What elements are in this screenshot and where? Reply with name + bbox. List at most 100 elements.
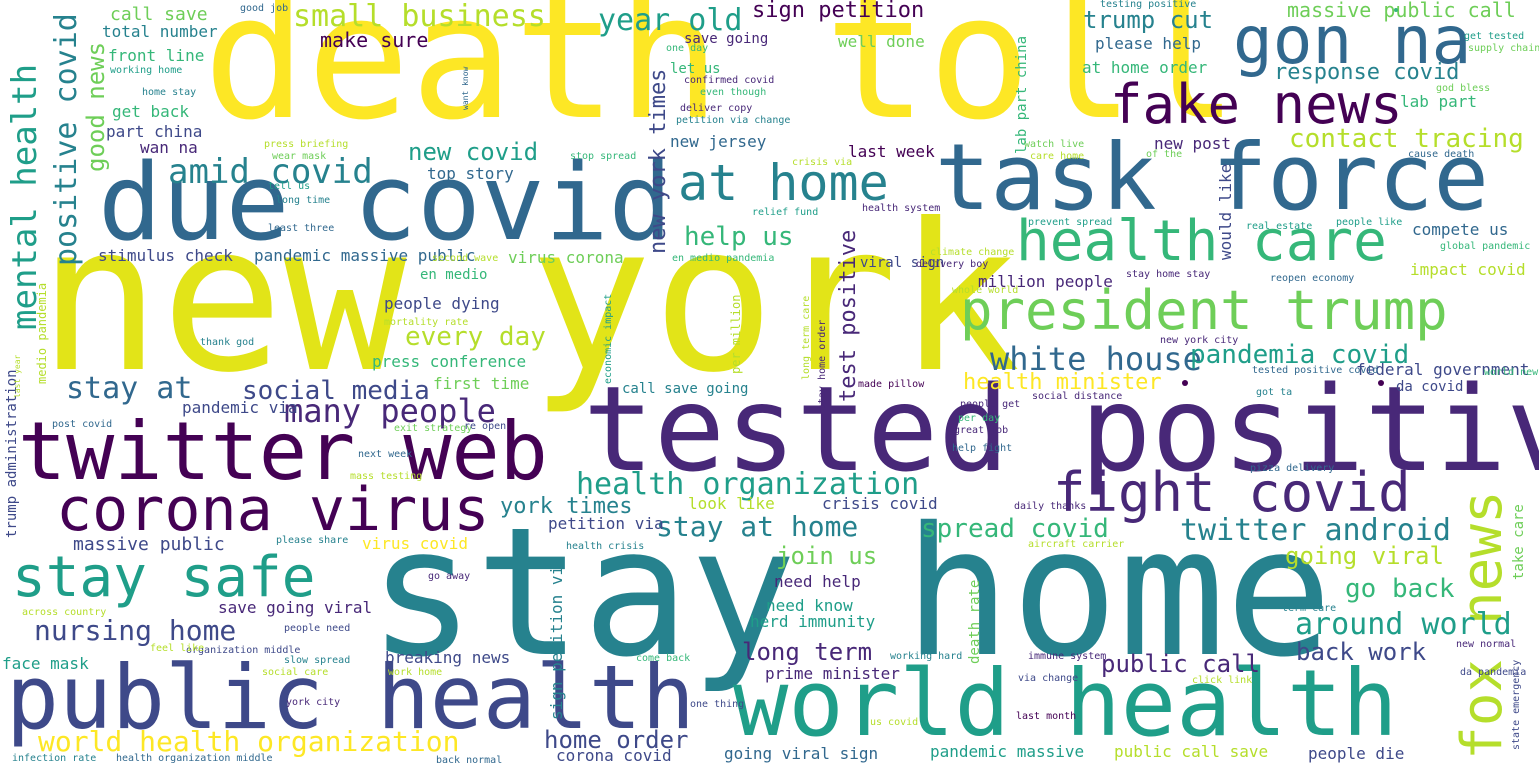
word: one thing: [690, 700, 744, 710]
word: public call save: [1114, 744, 1268, 760]
word: look like: [688, 496, 775, 512]
word: need help: [774, 574, 861, 590]
word: sign petition via: [549, 556, 565, 720]
word: come back: [636, 654, 690, 664]
word: new normal: [1456, 640, 1516, 650]
word: stay at: [66, 374, 192, 404]
word: go away: [428, 572, 470, 582]
word: en medio pandemia: [672, 254, 774, 264]
word: mortality rate: [384, 318, 468, 328]
word: even though: [700, 88, 766, 98]
word: last month: [1016, 712, 1076, 722]
word: per million: [730, 295, 742, 374]
word: get back: [112, 104, 189, 120]
word: nursing home: [34, 617, 236, 645]
word: via change: [1018, 674, 1078, 684]
word: working hard: [890, 652, 962, 662]
word: new jersey: [670, 134, 766, 150]
word: of the: [1146, 150, 1182, 160]
word: thank god: [200, 338, 254, 348]
word: health organization middle: [116, 754, 273, 764]
word: stay at home: [656, 513, 858, 541]
word: save going viral: [218, 600, 372, 616]
word: re open: [464, 422, 506, 432]
word: trump cut: [1083, 8, 1213, 32]
word: people dying: [384, 296, 500, 312]
word: join us: [776, 544, 877, 568]
word: god bless: [1436, 84, 1490, 94]
word: work home: [388, 668, 442, 678]
word: watch live: [1024, 140, 1084, 150]
word: confirmed covid: [684, 76, 774, 86]
word: would like: [1218, 164, 1234, 260]
word: positive covid: [52, 13, 82, 266]
word: world news: [1484, 368, 1539, 378]
word: new york city: [1160, 336, 1238, 346]
word: reopen economy: [1270, 274, 1354, 284]
word: new york times: [648, 69, 670, 254]
word: health crisis: [566, 542, 644, 552]
word: response covid: [1274, 62, 1459, 84]
word: people get: [960, 400, 1020, 410]
word: tell us: [268, 182, 310, 192]
word: relief fund: [752, 208, 818, 218]
word: press conference: [372, 354, 526, 370]
word: one day: [666, 44, 708, 54]
word: next week: [358, 450, 412, 460]
word: click link: [1192, 676, 1252, 686]
word: going viral: [1285, 544, 1444, 568]
word: breaking news: [385, 650, 510, 666]
word: corona virus: [56, 480, 489, 540]
word: press briefing: [264, 140, 348, 150]
dot: [1182, 380, 1188, 386]
word: massive public call: [1287, 0, 1516, 20]
word: total number: [102, 24, 218, 40]
word: crisis via: [792, 158, 852, 168]
word: home stay: [142, 88, 196, 98]
word: cause death: [1408, 150, 1474, 160]
word: last week: [848, 144, 935, 160]
word: go back: [1345, 576, 1455, 602]
word: please share: [276, 536, 348, 546]
word: death rate: [968, 580, 982, 664]
word: help fight: [952, 444, 1012, 454]
word: back work: [1296, 640, 1426, 664]
word: long term: [742, 640, 872, 664]
word: good news: [84, 42, 108, 172]
word: contact tracing: [1289, 126, 1524, 152]
word: pandemic via: [182, 400, 298, 416]
word: prevent spread: [1028, 218, 1112, 228]
word: let us: [670, 62, 721, 76]
word: aircraft carrier: [1028, 540, 1124, 550]
word: daily thanks: [1014, 502, 1086, 512]
word: post covid: [52, 420, 112, 430]
word: stop spread: [570, 152, 636, 162]
word: medio pandemia: [36, 283, 48, 384]
word: york city: [286, 698, 340, 708]
word: take care: [1512, 504, 1526, 580]
word: en medio: [420, 268, 487, 282]
word: per day: [958, 414, 1000, 424]
word: care home: [1030, 152, 1084, 162]
word: herd immunity: [750, 614, 875, 630]
word: social care: [262, 668, 328, 678]
word: make sure: [320, 30, 428, 50]
word: infection rate: [12, 754, 96, 764]
word: da covid: [1396, 380, 1463, 394]
word: petition via: [548, 516, 664, 532]
word: us covid: [870, 718, 918, 728]
word: people need: [284, 624, 350, 634]
word: term care: [1282, 604, 1336, 614]
word: crisis covid: [822, 496, 938, 512]
word: across country: [22, 608, 106, 618]
word: social distance: [1032, 392, 1122, 402]
word: made pillow: [858, 380, 924, 390]
word: long term care: [802, 296, 812, 380]
word: virus corona: [508, 250, 624, 266]
word: working home: [110, 66, 182, 76]
word: impact covid: [1410, 262, 1526, 278]
word: wear mask: [272, 152, 326, 162]
word: stay home stay: [1126, 270, 1210, 280]
word: climate change: [930, 248, 1014, 258]
